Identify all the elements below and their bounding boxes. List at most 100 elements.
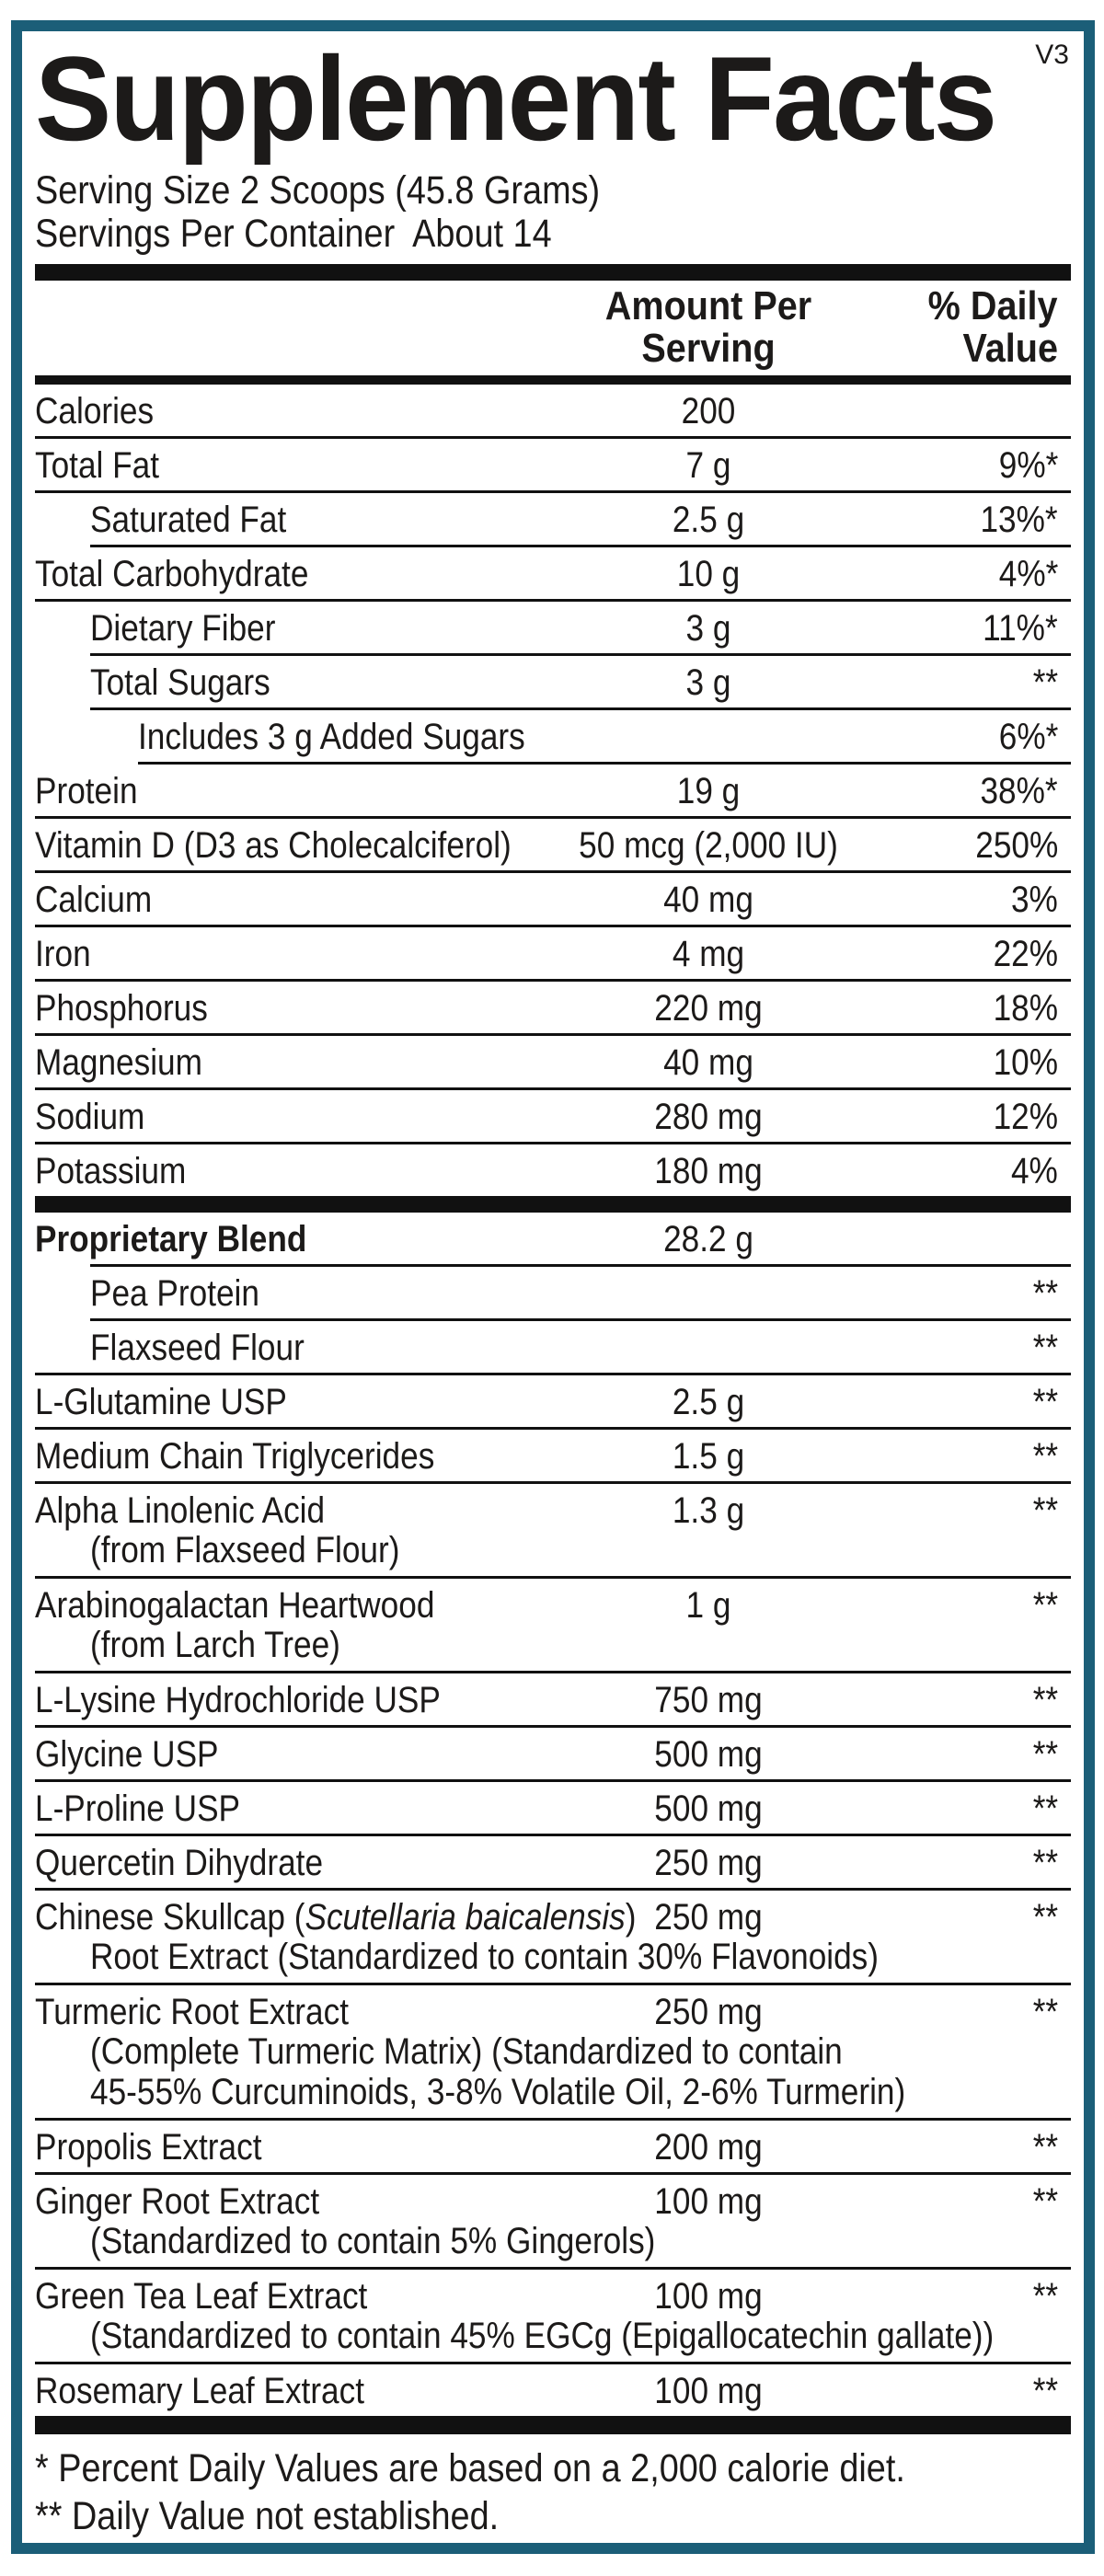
ingredient-row: Propolis Extract 200 mg ** xyxy=(35,2121,1071,2172)
row-dv: 18% xyxy=(993,988,1058,1029)
row-dv: 3% xyxy=(1011,880,1058,920)
nutrient-row: Protein 19 g 38%* xyxy=(35,765,1071,816)
row-divider xyxy=(35,816,1071,819)
row-amount: 200 mg xyxy=(654,2127,763,2168)
row-label: Potassium xyxy=(35,1151,187,1191)
ingredient-row: Turmeric Root Extract (Complete Turmeric … xyxy=(35,1985,1071,2118)
nutrient-row: Magnesium 40 mg 10% xyxy=(35,1036,1071,1087)
nutrients-table: Calories 200 Total Fat 7 g 9%* Saturated Fat 2… xyxy=(35,385,1071,1196)
row-sublabel: 45-55% Curcuminoids, 3-8% Volatile Oil, … xyxy=(90,2072,906,2112)
row-dv: ** xyxy=(1032,1585,1058,1626)
nutrient-row: Calcium 40 mg 3% xyxy=(35,873,1071,925)
nutrient-row: Dietary Fiber 3 g 11%* xyxy=(35,602,1071,653)
footnotes: * Percent Daily Values are based on a 2,… xyxy=(35,2445,1071,2540)
row-dv: ** xyxy=(1032,2371,1058,2411)
row-label: Total Carbohydrate xyxy=(35,554,309,594)
ingredient-row: Flaxseed Flour ** xyxy=(35,1321,1071,1373)
ingredient-row: L-Proline USP 500 mg ** xyxy=(35,1782,1071,1834)
row-divider xyxy=(35,1087,1071,1090)
row-label: Quercetin Dihydrate xyxy=(35,1843,324,1883)
row-dv: ** xyxy=(1032,2127,1058,2168)
ingredient-row: Proprietary Blend 28.2 g xyxy=(35,1213,1071,1264)
row-sublabel: Root Extract (Standardized to contain 30… xyxy=(90,1937,879,1977)
row-dv: ** xyxy=(1032,1843,1058,1883)
row-label: Phosphorus xyxy=(35,988,208,1029)
row-sublabel: (Standardized to contain 5% Gingerols) xyxy=(90,2221,656,2261)
nutrient-row: Saturated Fat 2.5 g 13%* xyxy=(35,493,1071,545)
row-dv: ** xyxy=(1032,662,1058,703)
row-label: Iron xyxy=(35,934,91,974)
row-dv: 4% xyxy=(1011,1151,1058,1191)
row-dv: ** xyxy=(1032,1788,1058,1829)
row-label: Sodium xyxy=(35,1097,145,1137)
row-divider xyxy=(35,1481,1071,1484)
row-divider xyxy=(90,707,1071,710)
row-divider xyxy=(35,1576,1071,1579)
supplement-facts-label: V3 Supplement Facts Serving Size 2 Scoop… xyxy=(11,20,1095,2554)
row-divider xyxy=(35,599,1071,602)
row-divider xyxy=(90,1318,1071,1321)
column-header-amount: Amount Per Serving xyxy=(604,283,812,371)
row-sublabel: (Complete Turmeric Matrix) (Standardized… xyxy=(90,2031,843,2072)
row-dv: 4%* xyxy=(998,554,1058,594)
thick-divider-top xyxy=(35,264,1071,281)
row-amount: 2.5 g xyxy=(672,500,745,540)
row-label: Magnesium xyxy=(35,1042,202,1083)
row-dv: 6%* xyxy=(998,717,1058,757)
nutrient-row: Sodium 280 mg 12% xyxy=(35,1090,1071,1142)
version-tag: V3 xyxy=(1035,40,1069,70)
row-dv: ** xyxy=(1032,2181,1058,2222)
row-dv: ** xyxy=(1032,1328,1058,1368)
row-dv: 250% xyxy=(974,825,1058,866)
row-divider xyxy=(35,1983,1071,1985)
row-label: Dietary Fiber xyxy=(90,608,276,649)
row-dv: 13%* xyxy=(980,500,1058,540)
row-label: Proprietary Blend xyxy=(35,1219,307,1259)
ingredient-row: Chinese Skullcap (Scutellaria baicalensi… xyxy=(35,1891,1071,1983)
row-divider xyxy=(35,1725,1071,1728)
row-divider xyxy=(35,1779,1071,1782)
row-amount: 220 mg xyxy=(654,988,763,1029)
row-amount: 100 mg xyxy=(654,2276,763,2317)
row-sublabel: (from Larch Tree) xyxy=(90,1625,340,1665)
row-divider xyxy=(35,1142,1071,1144)
row-sublabel: (Standardized to contain 45% EGCg (Epiga… xyxy=(90,2316,995,2356)
row-divider xyxy=(35,925,1071,927)
row-divider xyxy=(90,1264,1071,1267)
proprietary-blend-table: Proprietary Blend 28.2 g Pea Protein ** Flax… xyxy=(35,1213,1071,2416)
row-dv: ** xyxy=(1032,1734,1058,1775)
ingredient-row: Arabinogalactan Heartwood (from Larch Tre… xyxy=(35,1579,1071,1671)
ingredient-row: Glycine USP 500 mg ** xyxy=(35,1728,1071,1779)
row-amount: 250 mg xyxy=(654,1843,763,1883)
ingredient-row: L-Lysine Hydrochloride USP 750 mg ** xyxy=(35,1673,1071,1725)
header-divider xyxy=(35,375,1071,385)
row-amount: 280 mg xyxy=(654,1097,763,1137)
row-divider xyxy=(35,2172,1071,2175)
serving-info: Serving Size 2 Scoops (45.8 Grams) Servi… xyxy=(35,169,1071,256)
row-divider xyxy=(90,545,1071,547)
row-amount: 1.3 g xyxy=(672,1490,745,1531)
row-amount: 28.2 g xyxy=(663,1219,753,1259)
row-divider xyxy=(35,1373,1071,1375)
column-headers: Amount Per Serving % Daily Value xyxy=(35,281,1071,375)
row-label: Flaxseed Flour xyxy=(90,1328,305,1368)
row-label: Propolis Extract xyxy=(35,2127,262,2168)
ingredient-row: Alpha Linolenic Acid (from Flaxseed Flour… xyxy=(35,1484,1071,1576)
row-label: Pea Protein xyxy=(90,1273,259,1314)
row-divider xyxy=(35,1427,1071,1430)
ingredient-row: Medium Chain Triglycerides 1.5 g ** xyxy=(35,1430,1071,1481)
row-amount: 250 mg xyxy=(654,1992,763,2032)
row-amount: 250 mg xyxy=(654,1897,763,1938)
row-dv: ** xyxy=(1032,1382,1058,1422)
nutrient-row: Calories 200 xyxy=(35,385,1071,436)
row-amount: 7 g xyxy=(685,445,731,486)
row-label: Green Tea Leaf Extract xyxy=(35,2276,368,2317)
ingredient-row: Green Tea Leaf Extract (Standardized to c… xyxy=(35,2270,1071,2362)
row-sublabel: (from Flaxseed Flour) xyxy=(90,1530,400,1570)
thick-divider-blend xyxy=(35,1196,1071,1213)
row-amount: 500 mg xyxy=(654,1734,763,1775)
label-content: V3 Supplement Facts Serving Size 2 Scoop… xyxy=(22,37,1084,2543)
row-amount: 40 mg xyxy=(663,1042,753,1083)
nutrient-row: Total Carbohydrate 10 g 4%* xyxy=(35,547,1071,599)
